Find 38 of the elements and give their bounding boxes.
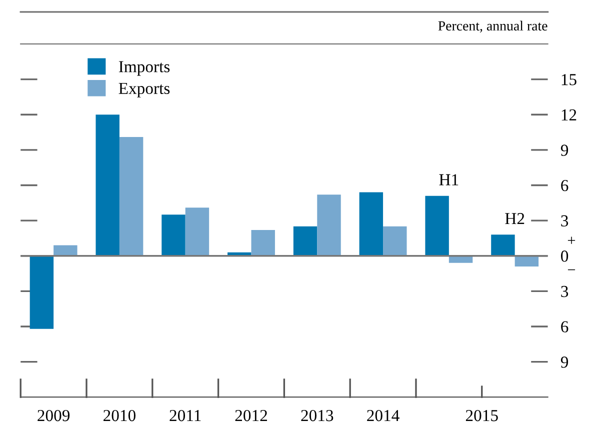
bar xyxy=(317,194,341,256)
bar xyxy=(293,226,318,256)
y-axis-title: Percent, annual rate xyxy=(438,20,548,33)
legend-label: Exports xyxy=(118,82,170,98)
bar xyxy=(359,192,384,256)
y-tick-label: 12 xyxy=(562,109,576,120)
y-tick-label: 3 xyxy=(561,286,568,298)
bar xyxy=(514,256,539,266)
text: + xyxy=(568,236,576,244)
legend-label: Imports xyxy=(118,61,170,76)
x-tick-label: 2011 xyxy=(170,410,201,422)
y-tick-label: 9 xyxy=(560,144,568,156)
bar xyxy=(30,256,54,329)
y-tick-label: 3 xyxy=(561,215,568,226)
x-tick-label: H1 xyxy=(439,174,458,186)
bar xyxy=(96,114,120,256)
y-tick-label: 15 xyxy=(562,74,576,86)
bar xyxy=(448,256,473,263)
bar xyxy=(425,196,449,256)
x-tick-label: 2010 xyxy=(104,410,136,422)
bar xyxy=(54,245,78,256)
bar xyxy=(119,136,144,256)
x-tick-label: 2012 xyxy=(235,410,267,422)
text: 2015 xyxy=(466,410,498,422)
x-tick-label: H2 xyxy=(505,213,524,224)
x-tick-label: 2013 xyxy=(301,410,334,422)
bar xyxy=(162,214,186,256)
bar xyxy=(491,234,515,256)
y-tick-label: 6 xyxy=(561,180,568,192)
y-tick-label: 6 xyxy=(561,321,568,332)
text: − xyxy=(568,269,576,270)
x-tick-label: 2014 xyxy=(367,410,400,422)
y-tick-label: 0 xyxy=(561,250,568,262)
bar xyxy=(251,230,275,256)
bar xyxy=(383,226,407,256)
y-tick-label: 9 xyxy=(560,356,568,368)
bar xyxy=(185,208,210,256)
x-tick-label: 2009 xyxy=(38,410,70,422)
